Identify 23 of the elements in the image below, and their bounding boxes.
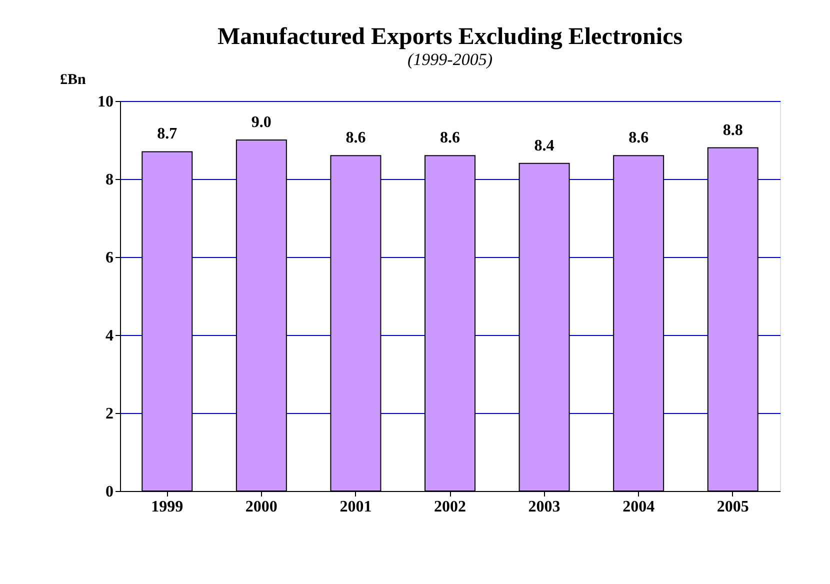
data-label: 8.4	[534, 137, 554, 154]
y-tick-label: 6	[106, 250, 114, 266]
data-label: 8.6	[346, 130, 366, 147]
x-tick-label: 2002	[434, 498, 466, 516]
y-tick-label: 0	[106, 484, 114, 500]
y-tick-label: 8	[106, 172, 114, 188]
data-label: 8.6	[628, 130, 649, 147]
x-tick-label: 1999	[151, 498, 184, 516]
data-label: 8.8	[722, 122, 743, 139]
data-label: 9.0	[251, 114, 272, 131]
chart-subtitle: (1999-2005)	[408, 50, 493, 69]
x-tick-label: 2001	[340, 498, 372, 516]
y-tick-label: 2	[106, 406, 114, 422]
chart-title: Manufactured Exports Excluding Electronics	[217, 24, 683, 50]
y-tick-label: 10	[98, 94, 114, 110]
y-tick-label: 4	[106, 328, 114, 344]
y-axis-title: £Bn	[60, 72, 87, 88]
x-tick-label: 2005	[716, 498, 749, 516]
data-label: 8.6	[440, 130, 460, 147]
x-tick-label: 2003	[528, 498, 560, 516]
x-tick-label: 2004	[622, 498, 655, 516]
x-tick-label: 2000	[245, 498, 278, 516]
data-label: 8.7	[157, 126, 178, 143]
